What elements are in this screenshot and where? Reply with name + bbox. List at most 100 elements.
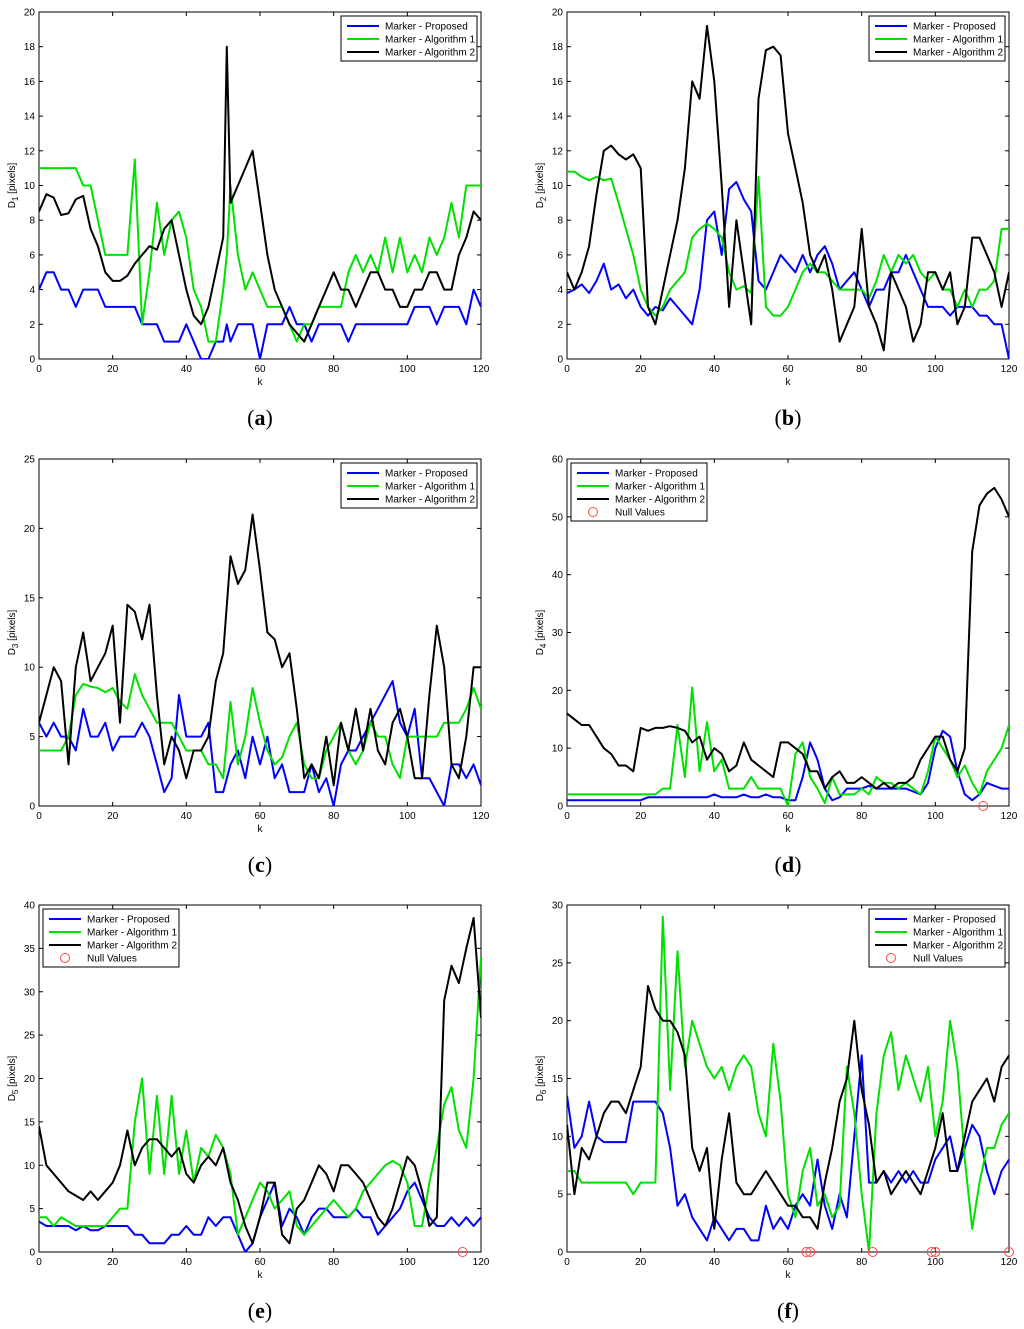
y-axis-label-main: D <box>535 648 546 655</box>
x-tick-label: 80 <box>328 364 340 375</box>
x-tick-label: 100 <box>399 1257 416 1268</box>
legend-entry: Marker - Algorithm 1 <box>913 928 1003 939</box>
legend: Marker - Proposed Marker - Algorithm 1 Mar… <box>868 15 1006 62</box>
x-tick-label: 100 <box>399 811 416 822</box>
legend-entry: Marker - Proposed <box>913 22 996 33</box>
y-tick-label: 50 <box>552 512 564 523</box>
x-tick-label: 20 <box>107 1257 119 1268</box>
x-tick-label: 40 <box>181 811 193 822</box>
null-value-marker <box>801 1247 812 1257</box>
series-line-marker-algorithm-2 <box>567 24 1009 352</box>
chart-panel-c: 0 20 40 60 80 100 120 0 5 10 15 20 25 k D3 [pixels] Mar… <box>7 455 490 878</box>
x-tick-label: 60 <box>254 364 266 375</box>
y-axis-label-subscript: 4 <box>539 643 548 648</box>
legend-entry: Marker - Algorithm 1 <box>913 35 1003 46</box>
panel-label-letter: c <box>255 852 265 877</box>
legend-swatch-null-values <box>588 507 598 517</box>
y-tick-label: 0 <box>29 802 35 813</box>
y-tick-label: 0 <box>557 355 563 366</box>
y-tick-label: 35 <box>24 944 36 955</box>
panel-label-open: ( <box>777 1298 784 1323</box>
series-line-marker-proposed <box>567 1054 1009 1242</box>
x-tick-label: 0 <box>564 811 570 822</box>
legend-entry: Marker - Proposed <box>385 469 468 480</box>
series-group <box>567 915 1009 1252</box>
x-tick-label: 80 <box>856 364 868 375</box>
legend-entry: Marker - Algorithm 2 <box>913 48 1003 59</box>
y-tick-label: 20 <box>24 8 36 19</box>
y-axis-label-main: D <box>7 648 18 655</box>
y-tick-label: 5 <box>29 732 35 743</box>
y-axis-label: D1 [pixels] <box>7 162 20 208</box>
series-line-marker-algorithm-1 <box>39 956 481 1236</box>
x-tick-label: 100 <box>927 1257 944 1268</box>
null-value-marker <box>457 1247 468 1257</box>
panel-label: (c) <box>248 852 272 877</box>
y-axis-label-subscript: 2 <box>539 196 548 201</box>
y-axis-label-unit: [pixels] <box>7 1055 18 1089</box>
x-axis-label: k <box>258 377 264 388</box>
y-tick-label: 15 <box>552 1074 564 1085</box>
x-axis-label: k <box>258 824 264 835</box>
null-value-marker <box>805 1247 816 1257</box>
x-tick-label: 120 <box>1001 364 1018 375</box>
panel-label-open: ( <box>247 405 254 430</box>
panel-label-open: ( <box>775 405 782 430</box>
y-tick-label: 18 <box>24 42 36 53</box>
y-tick-label: 2 <box>29 320 35 331</box>
x-tick-label: 0 <box>564 364 570 375</box>
y-tick-label: 20 <box>552 8 564 19</box>
y-tick-label: 20 <box>24 524 36 535</box>
x-tick-label: 60 <box>782 1257 794 1268</box>
y-tick-label: 15 <box>24 1117 36 1128</box>
legend-entry: Marker - Proposed <box>87 915 170 926</box>
plot-area <box>38 11 482 360</box>
y-tick-label: 25 <box>24 455 36 466</box>
x-tick-label: 40 <box>709 811 721 822</box>
y-axis-label-main: D <box>535 1094 546 1101</box>
legend: Marker - Proposed Marker - Algorithm 1 Mar… <box>868 908 1006 968</box>
legend-entry: Marker - Algorithm 1 <box>615 482 705 493</box>
y-tick-label: 16 <box>552 77 564 88</box>
x-tick-label: 100 <box>927 811 944 822</box>
legend-entry: Marker - Algorithm 2 <box>615 495 705 506</box>
x-tick-label: 60 <box>254 811 266 822</box>
legend: Marker - Proposed Marker - Algorithm 1 Mar… <box>340 462 478 509</box>
series-line-marker-algorithm-1 <box>567 915 1009 1252</box>
y-tick-label: 10 <box>24 181 36 192</box>
y-tick-label: 12 <box>552 146 564 157</box>
x-tick-label: 120 <box>1001 1257 1018 1268</box>
legend-swatch-null-values <box>886 953 896 963</box>
y-tick-label: 10 <box>552 744 564 755</box>
y-tick-label: 10 <box>24 1161 36 1172</box>
y-tick-label: 10 <box>24 663 36 674</box>
null-value-marker <box>930 1247 941 1257</box>
y-tick-label: 0 <box>557 802 563 813</box>
panel-label: (a) <box>247 405 273 430</box>
y-tick-label: 16 <box>24 77 36 88</box>
legend: Marker - Proposed Marker - Algorithm 1 Mar… <box>42 908 180 968</box>
legend-entry: Marker - Algorithm 2 <box>385 495 475 506</box>
y-tick-label: 8 <box>29 216 35 227</box>
x-tick-label: 0 <box>36 1257 42 1268</box>
x-tick-label: 120 <box>473 1257 490 1268</box>
y-axis-label: D6 [pixels] <box>535 1055 548 1101</box>
y-axis-label-main: D <box>7 201 18 208</box>
null-value-marker <box>867 1247 878 1257</box>
legend-entry: Marker - Algorithm 2 <box>385 48 475 59</box>
y-tick-label: 0 <box>557 1248 563 1259</box>
series-group <box>39 45 481 359</box>
legend-entry: Marker - Proposed <box>385 22 468 33</box>
panel-label-open: ( <box>775 852 782 877</box>
series-line-marker-algorithm-1 <box>39 158 481 343</box>
x-tick-label: 60 <box>782 811 794 822</box>
series-line-marker-algorithm-2 <box>567 486 1009 790</box>
panel-label-letter: a <box>255 405 266 430</box>
x-tick-label: 40 <box>709 1257 721 1268</box>
y-tick-label: 12 <box>24 146 36 157</box>
series-group <box>39 917 481 1252</box>
legend: Marker - Proposed Marker - Algorithm 1 Mar… <box>340 15 478 62</box>
legend-entry: Marker - Proposed <box>913 915 996 926</box>
